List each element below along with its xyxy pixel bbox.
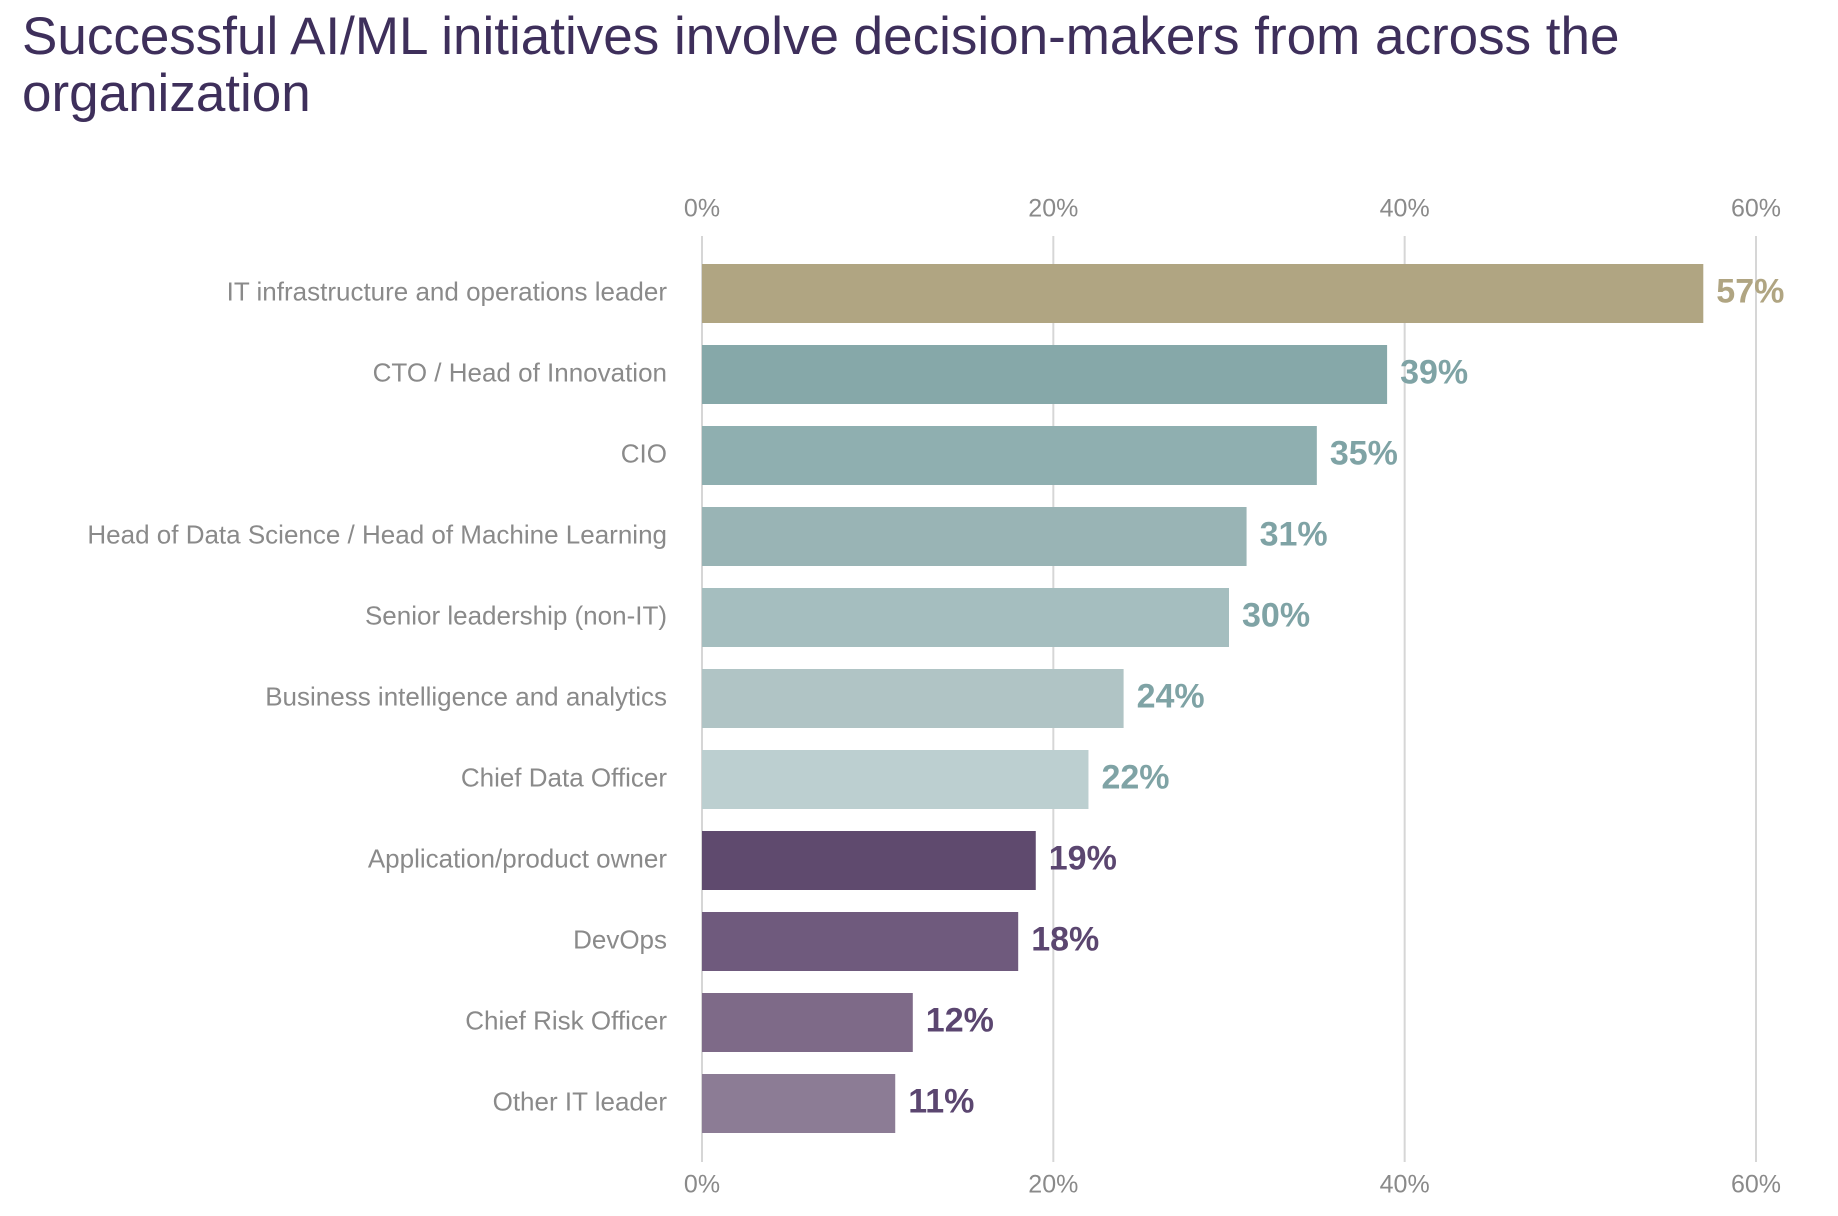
value-label: 12% bbox=[926, 1001, 994, 1039]
y-tick-label: Chief Risk Officer bbox=[465, 1005, 667, 1035]
bar bbox=[702, 345, 1388, 404]
x-tick-label: 0% bbox=[684, 195, 720, 223]
bar bbox=[702, 426, 1317, 485]
y-tick-label: Chief Data Officer bbox=[461, 762, 668, 792]
y-tick-label: DevOps bbox=[573, 924, 667, 954]
value-label: 39% bbox=[1400, 353, 1468, 391]
y-tick-label: Business intelligence and analytics bbox=[265, 681, 667, 711]
bar bbox=[702, 1074, 896, 1133]
value-label: 24% bbox=[1137, 677, 1205, 715]
y-tick-label: CTO / Head of Innovation bbox=[373, 357, 667, 387]
value-label: 35% bbox=[1330, 434, 1398, 472]
bar bbox=[702, 507, 1247, 566]
y-tick-label: Senior leadership (non-IT) bbox=[365, 600, 667, 630]
bar bbox=[702, 264, 1704, 323]
x-tick-label: 20% bbox=[1028, 195, 1078, 223]
value-label: 30% bbox=[1242, 596, 1310, 634]
x-tick-label: 60% bbox=[1731, 195, 1781, 223]
y-tick-label: IT infrastructure and operations leader bbox=[227, 276, 668, 306]
x-tick-label: 60% bbox=[1731, 1171, 1781, 1199]
x-tick-label: 0% bbox=[684, 1171, 720, 1199]
bar bbox=[702, 993, 913, 1052]
y-tick-label: Other IT leader bbox=[493, 1086, 668, 1116]
value-label: 19% bbox=[1049, 839, 1117, 877]
y-tick-label: CIO bbox=[621, 438, 667, 468]
value-label: 31% bbox=[1260, 515, 1328, 553]
value-label: 11% bbox=[908, 1082, 974, 1120]
bar bbox=[702, 669, 1124, 728]
bar bbox=[702, 750, 1089, 809]
chart-title: Successful AI/ML initiatives involve dec… bbox=[22, 7, 1620, 123]
bar bbox=[702, 831, 1036, 890]
y-tick-label: Head of Data Science / Head of Machine L… bbox=[87, 519, 667, 549]
value-label: 22% bbox=[1101, 758, 1169, 796]
y-tick-label: Application/product owner bbox=[368, 843, 668, 873]
bar bbox=[702, 588, 1229, 647]
x-tick-label: 40% bbox=[1380, 1171, 1430, 1199]
value-label: 57% bbox=[1716, 272, 1784, 310]
x-tick-label: 20% bbox=[1028, 1171, 1078, 1199]
x-tick-label: 40% bbox=[1380, 195, 1430, 223]
bar bbox=[702, 912, 1019, 971]
value-label: 18% bbox=[1031, 920, 1099, 958]
